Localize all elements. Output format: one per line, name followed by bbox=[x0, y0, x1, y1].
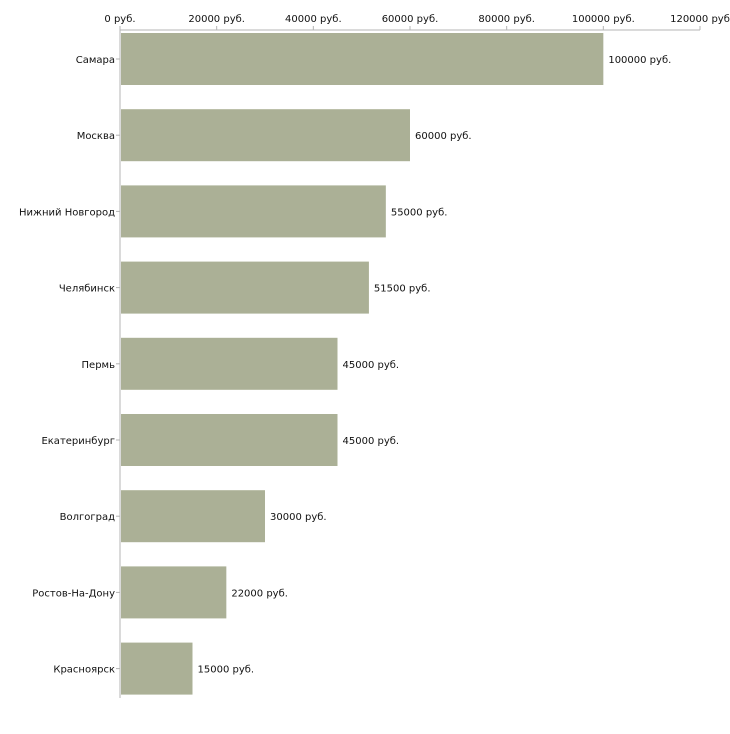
x-tick-label: 0 руб. bbox=[104, 14, 135, 25]
category-label: Нижний Новгород bbox=[19, 207, 115, 218]
category-labels: Самара Москва Нижний Новгород Челябинск Перм… bbox=[19, 55, 115, 676]
bar-value-label: 60000 руб. bbox=[415, 131, 472, 142]
bar bbox=[121, 261, 369, 314]
bar bbox=[121, 490, 265, 543]
category-label: Пермь bbox=[82, 360, 116, 371]
category-label: Челябинск bbox=[59, 284, 115, 295]
bar bbox=[121, 109, 410, 162]
category-label: Волгоград bbox=[60, 512, 115, 523]
bar-value-label: 15000 руб. bbox=[198, 665, 255, 676]
bar-value-label: 30000 руб. bbox=[270, 512, 327, 523]
bar bbox=[121, 566, 227, 619]
bar bbox=[121, 414, 338, 466]
bar-value-label: 45000 руб. bbox=[343, 436, 400, 447]
category-label: Москва bbox=[77, 131, 115, 142]
value-labels: 100000 руб. 60000 руб. 55000 руб. 51500 руб… bbox=[198, 55, 672, 676]
bar bbox=[121, 337, 338, 390]
bar-value-label: 55000 руб. bbox=[391, 207, 448, 218]
bar-value-label: 45000 руб. bbox=[343, 360, 400, 371]
x-tick-label: 100000 руб. bbox=[572, 14, 635, 25]
y-axis bbox=[116, 30, 121, 698]
bar-value-label: 100000 руб. bbox=[608, 55, 671, 66]
bar bbox=[121, 185, 386, 238]
category-label: Самара bbox=[76, 55, 115, 66]
bar-value-label: 51500 руб. bbox=[374, 284, 431, 295]
bars bbox=[121, 33, 604, 695]
category-label: Екатеринбург bbox=[41, 436, 115, 447]
x-tick-label: 80000 руб. bbox=[478, 14, 535, 25]
x-tick-label: 120000 руб bbox=[670, 14, 730, 25]
bar bbox=[121, 33, 604, 85]
category-label: Красноярск bbox=[53, 665, 115, 676]
x-tick-label: 40000 руб. bbox=[285, 14, 342, 25]
x-tick-label: 20000 руб. bbox=[188, 14, 245, 25]
category-label: Ростов-На-Дону bbox=[32, 588, 115, 599]
x-axis: 0 руб. 20000 руб. 40000 руб. 60000 руб. 8000… bbox=[104, 14, 730, 31]
x-tick-label: 60000 руб. bbox=[382, 14, 439, 25]
bar bbox=[121, 642, 193, 695]
bar-value-label: 22000 руб. bbox=[231, 588, 288, 599]
